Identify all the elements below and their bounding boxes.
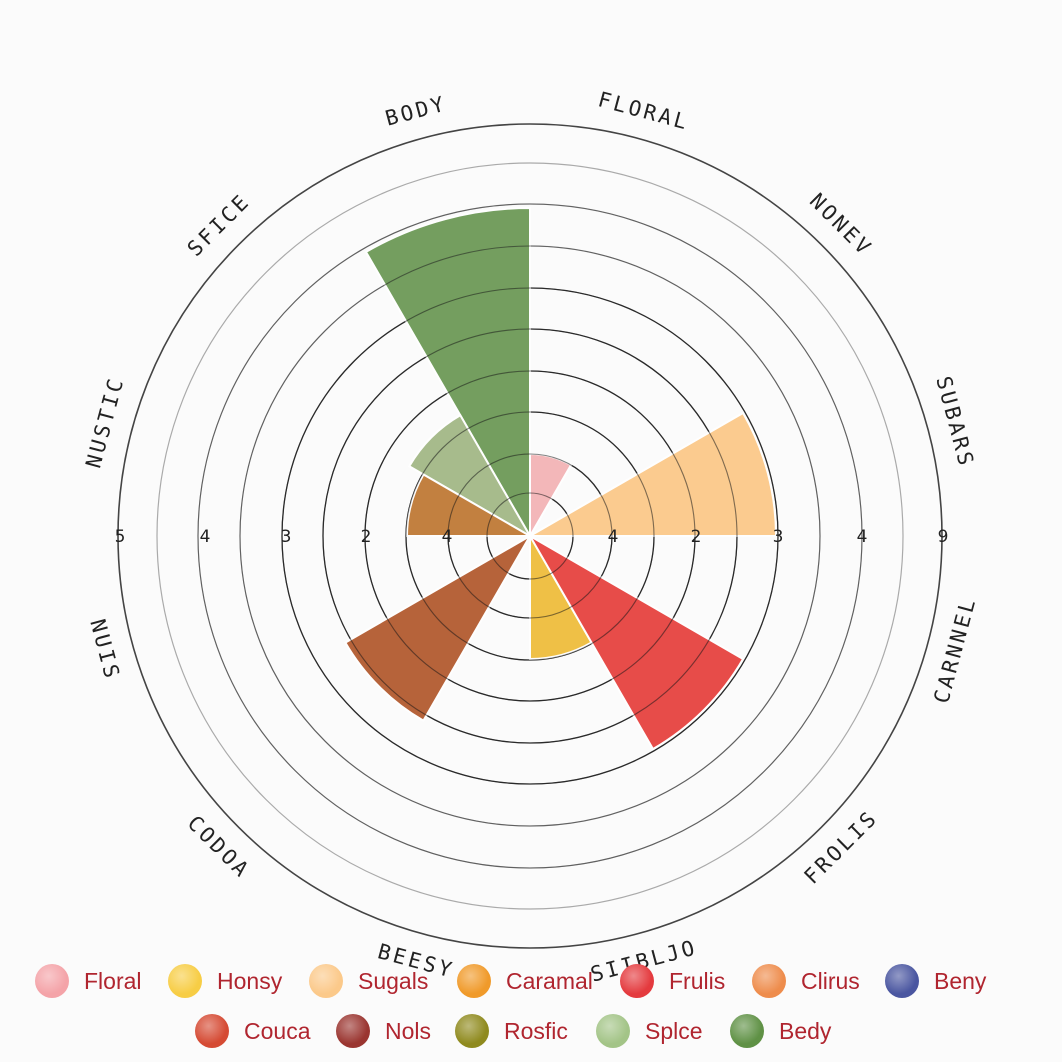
legend-swatch (885, 964, 919, 998)
sector-nuts (343, 533, 533, 723)
legend-row: Floral Honsy Sugals Caramal Frulis Clirus Beny (0, 958, 1062, 1008)
legend-swatch (168, 964, 202, 998)
grid-ring-overlay (364, 370, 696, 702)
legend-label: Clirus (801, 967, 860, 994)
legend-label: Bedy (779, 1017, 832, 1044)
tick-label: 3 (281, 527, 292, 547)
legend-item: Frulis (620, 958, 725, 1004)
legend-label: Caramal (506, 967, 593, 994)
sector-body (364, 206, 531, 540)
axis-label: BODY (383, 91, 450, 130)
legend-item: Sugals (309, 958, 428, 1004)
axis-label: CARNNEL (929, 594, 981, 706)
tick-label: 4 (608, 527, 619, 547)
legend-swatch (309, 964, 343, 998)
legend-swatch (752, 964, 786, 998)
legend-label: Splce (645, 1017, 703, 1044)
legend-swatch (620, 964, 654, 998)
grid-ring-overlay (322, 328, 738, 744)
sector-sugars (526, 411, 778, 537)
axis-label: NUIS (85, 617, 124, 684)
legend-item: Beny (885, 958, 986, 1004)
data-sectors (197, 203, 863, 869)
outer-ring (117, 123, 943, 949)
legend-item: Rosfic (455, 1008, 568, 1054)
legend-item: Bedy (730, 1008, 831, 1054)
grid-ring-overlay (447, 453, 613, 619)
axis-label: CODOA (183, 811, 255, 883)
tick-label: 3 (773, 527, 784, 547)
legend-item: Honsy (168, 958, 282, 1004)
legend-label: Couca (244, 1017, 311, 1044)
legend-label: Rosfic (504, 1017, 568, 1044)
sector-fruits (527, 533, 745, 751)
legend-label: Beny (934, 967, 987, 994)
axis-label: NUSTIC (81, 374, 128, 471)
legend: Floral Honsy Sugals Caramal Frulis Clirus Beny… (0, 958, 1062, 1058)
legend-swatch (35, 964, 69, 998)
tick-label: 2 (361, 527, 372, 547)
legend-item: Clirus (752, 958, 860, 1004)
grid-ring-overlay (405, 411, 655, 661)
legend-item: Nols (336, 1008, 431, 1054)
legend-swatch (455, 1014, 489, 1048)
tick-label: 4 (857, 527, 868, 547)
legend-swatch (195, 1014, 229, 1048)
legend-label: Floral (84, 967, 142, 994)
axis-label: FLORAL (595, 87, 692, 134)
legend-row: Couca Nols Rosfic Splce Bedy (0, 1008, 1062, 1058)
legend-swatch (596, 1014, 630, 1048)
legend-label: Sugals (358, 967, 429, 994)
legend-swatch (730, 1014, 764, 1048)
legend-label: Nols (385, 1017, 432, 1044)
legend-label: Frulis (669, 967, 726, 994)
legend-label: Honsy (217, 967, 283, 994)
legend-item: Floral (35, 958, 142, 1004)
axis-label: FROLIS (799, 805, 882, 888)
tick-label: 4 (442, 527, 453, 547)
legend-item: Caramal (457, 958, 593, 1004)
legend-swatch (336, 1014, 370, 1048)
legend-item: Splce (596, 1008, 703, 1054)
axis-label: SUBARS (931, 374, 978, 471)
tick-label: 2 (691, 527, 702, 547)
tick-label: 4 (200, 527, 211, 547)
sector-cocoa (405, 473, 534, 537)
grid-ring-overlay (486, 492, 574, 580)
axis-label: NONEV (805, 189, 877, 261)
grid-ring-overlay (239, 245, 821, 827)
grid-ring (156, 162, 904, 910)
tick-label: 5 (115, 527, 126, 547)
tick-label: 9 (938, 527, 949, 547)
legend-item: Couca (195, 1008, 310, 1054)
radial-tick-labels: 5 4 3 2 4 4 2 3 4 9 (115, 527, 949, 547)
axis-label: SFICE (183, 189, 255, 261)
grid-ring-overlay (197, 203, 863, 869)
grid-ring-overlay (281, 287, 779, 785)
legend-swatch (457, 964, 491, 998)
